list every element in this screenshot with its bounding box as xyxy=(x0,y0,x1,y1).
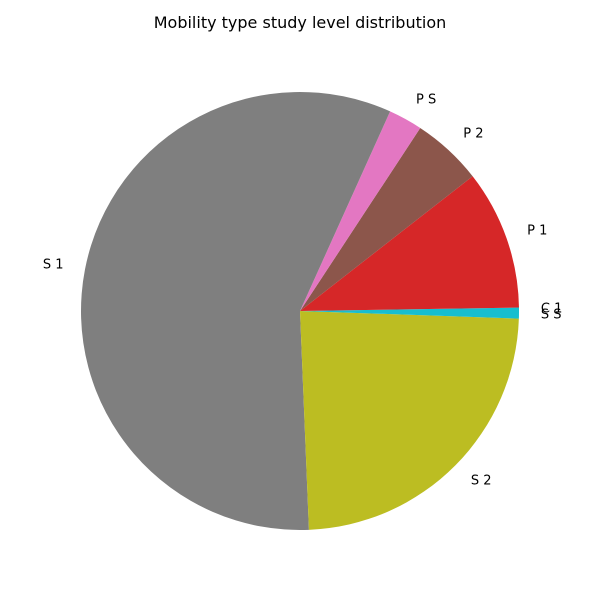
pie-slice-p-2 xyxy=(300,127,473,311)
pie-slices xyxy=(81,91,519,530)
pie-slice-s-1 xyxy=(81,91,391,530)
pie-slice-s-2 xyxy=(300,311,519,530)
chart-title: Mobility type study level distribution xyxy=(154,13,447,32)
pie-label-s-2: S 2 xyxy=(471,473,492,488)
pie-slice-s-s xyxy=(300,311,519,319)
pie-label-s-s: S S xyxy=(541,308,562,323)
pie-label-p-1: P 1 xyxy=(527,223,547,238)
pie-label-p-2: P 2 xyxy=(463,126,483,141)
pie-slice-p-1 xyxy=(300,176,519,311)
pie-slice-p-s xyxy=(300,111,421,311)
pie-labels: C 1 P 1 P 2 P S S 1 S 2 S S xyxy=(43,92,563,488)
pie-label-s-1: S 1 xyxy=(43,258,64,273)
pie-label-c-1: C 1 xyxy=(541,302,562,317)
pie-label-p-s: P S xyxy=(416,92,436,107)
pie-slice-c-1 xyxy=(300,307,519,311)
